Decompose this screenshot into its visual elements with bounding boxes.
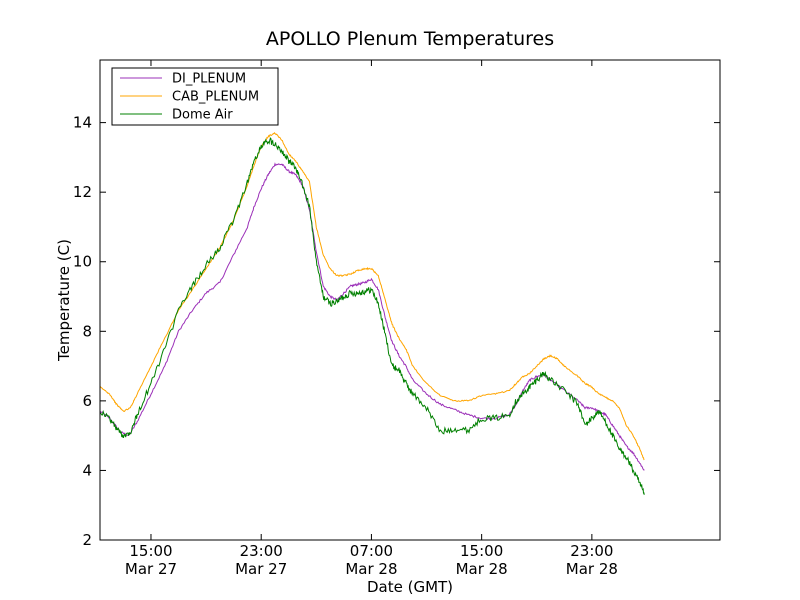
- x-tick-label-time: 23:00: [240, 542, 283, 560]
- legend-label: CAB_PLENUM: [172, 90, 259, 105]
- x-tick-label-date: Mar 28: [345, 560, 397, 578]
- y-tick-label: 2: [82, 531, 92, 549]
- x-tick-label-time: 07:00: [350, 542, 393, 560]
- series-line-dome-air: [100, 137, 645, 495]
- legend-label: DI_PLENUM: [172, 72, 246, 87]
- x-tick-label-time: 23:00: [570, 542, 613, 560]
- y-tick-label: 6: [82, 392, 92, 410]
- legend: DI_PLENUM CAB_PLENUM Dome Air: [111, 67, 279, 126]
- legend-label: Dome Air: [172, 108, 233, 123]
- x-tick-label-date: Mar 28: [456, 560, 508, 578]
- x-axis-label: Date (GMT): [367, 578, 453, 596]
- series-layer: [99, 131, 645, 495]
- x-tick-label-date: Mar 27: [235, 560, 287, 578]
- y-axis-label: Temperature (C): [55, 239, 73, 362]
- y-tick-label: 8: [82, 322, 92, 340]
- y-tick-label: 4: [82, 461, 92, 479]
- chart-title: APOLLO Plenum Temperatures: [266, 28, 554, 50]
- y-tick-label: 14: [73, 114, 92, 132]
- y-tick-label: 12: [73, 183, 92, 201]
- x-tick-label-date: Mar 27: [125, 560, 177, 578]
- x-tick-label-date: Mar 28: [566, 560, 618, 578]
- x-tick-label-time: 15:00: [129, 542, 172, 560]
- plot-frame: [99, 59, 721, 541]
- y-tick-label: 10: [73, 253, 92, 271]
- x-tick-label-time: 15:00: [460, 542, 503, 560]
